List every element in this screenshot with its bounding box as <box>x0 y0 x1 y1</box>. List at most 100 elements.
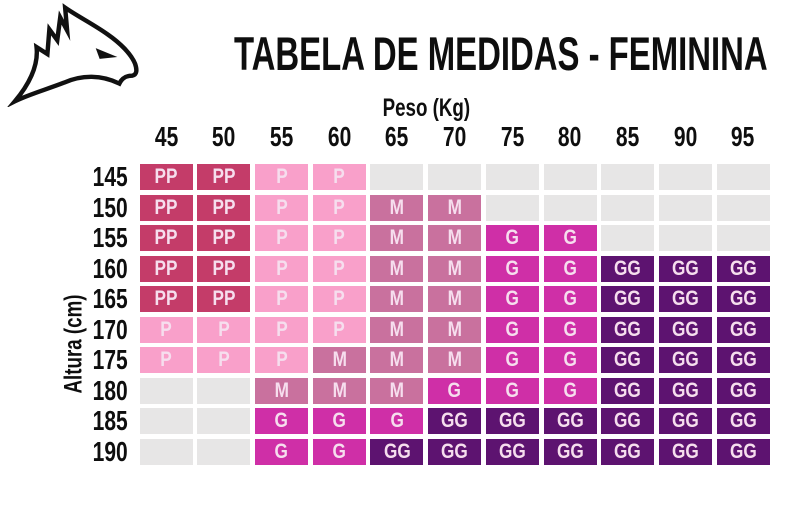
empty-cell <box>658 164 712 190</box>
size-cell-text: G <box>505 226 520 249</box>
size-cell-gg: GG <box>601 377 655 404</box>
size-cell-text: GG <box>729 256 757 280</box>
weight-column-header: 80 <box>544 121 597 153</box>
weight-column-header: 75 <box>486 121 539 153</box>
size-cell-text: M <box>332 348 347 371</box>
height-row-label-text: 145 <box>92 161 128 192</box>
size-cell-text: G <box>563 317 577 341</box>
size-cell-p: P <box>312 164 366 190</box>
size-cell-pp: PP <box>197 194 251 221</box>
weight-column-header-text: 60 <box>327 121 351 152</box>
size-cell-gg: GG <box>658 347 712 373</box>
size-cell-text: GG <box>671 409 699 432</box>
empty-cell <box>658 194 712 221</box>
size-cell-text: GG <box>498 409 526 432</box>
empty-cell <box>716 225 770 251</box>
size-cell-gg: GG <box>543 408 597 434</box>
size-cell-pp: PP <box>139 286 193 312</box>
size-cell-m: M <box>370 286 424 312</box>
height-row-label-text: 190 <box>92 435 128 467</box>
size-cell-g: G <box>543 225 597 251</box>
size-cell-text: P <box>275 195 288 219</box>
size-cell-text: G <box>563 348 577 371</box>
size-cell-gg: GG <box>370 438 424 465</box>
size-cell-gg: GG <box>716 255 770 282</box>
empty-cell <box>197 408 251 434</box>
weight-column-header-text: 95 <box>731 121 755 152</box>
empty-cell <box>139 438 193 465</box>
size-cell-g: G <box>485 255 539 282</box>
weight-column-header-text: 65 <box>385 121 409 152</box>
size-cell-text: M <box>389 226 405 249</box>
size-cell-text: M <box>447 226 462 249</box>
size-grid: 145 PP PP P P 150 PP PP P P M M 155 PP PP P P M M G G 160 PP PP… <box>81 161 770 467</box>
size-cell-pp: PP <box>197 286 251 312</box>
size-cell-text: G <box>505 256 520 280</box>
weight-column-header: 60 <box>313 121 366 153</box>
size-cell-gg: GG <box>485 438 539 465</box>
size-cell-text: PP <box>212 226 236 249</box>
weight-column-header-text: 90 <box>673 121 698 152</box>
eagle-head-icon <box>6 2 144 109</box>
size-cell-text: GG <box>498 439 526 463</box>
size-cell-p: P <box>139 316 193 343</box>
size-cell-text: GG <box>729 348 757 371</box>
height-row-label-text: 160 <box>92 252 128 284</box>
weight-column-header-text: 55 <box>269 121 294 152</box>
height-row-label: 150 <box>81 193 135 221</box>
size-cell-g: G <box>255 408 309 434</box>
size-cell-gg: GG <box>658 286 712 312</box>
size-cell-text: P <box>275 348 288 371</box>
size-cell-text: GG <box>556 409 584 432</box>
size-cell-text: G <box>563 378 577 402</box>
size-cell-gg: GG <box>658 438 712 465</box>
weight-header-row: 45 50 55 60 65 70 75 80 85 90 95 <box>81 121 770 153</box>
height-row-label: 160 <box>81 252 135 284</box>
size-cell-gg: GG <box>428 408 482 434</box>
size-cell-m: M <box>312 377 366 404</box>
size-cell-text: P <box>275 165 288 188</box>
size-cell-m: M <box>370 225 424 251</box>
size-cell-text: GG <box>671 348 699 371</box>
size-cell-text: G <box>332 409 346 432</box>
height-row-label-text: 180 <box>92 374 128 406</box>
size-cell-text: M <box>447 348 462 371</box>
size-cell-gg: GG <box>601 438 655 465</box>
size-cell-m: M <box>370 347 424 373</box>
size-cell-g: G <box>485 377 539 404</box>
size-cell-text: M <box>389 348 405 371</box>
empty-cell <box>139 408 193 434</box>
size-cell-text: G <box>505 378 520 402</box>
size-cell-text: PP <box>212 165 236 188</box>
size-cell-text: GG <box>614 256 642 280</box>
size-cell-p: P <box>255 316 309 343</box>
size-cell-m: M <box>428 194 482 221</box>
size-cell-text: P <box>333 256 345 280</box>
size-cell-text: G <box>274 439 289 463</box>
size-cell-text: GG <box>671 317 699 341</box>
size-cell-text: GG <box>614 287 642 310</box>
weight-column-header: 70 <box>428 121 481 153</box>
size-cell-g: G <box>485 316 539 343</box>
height-row-label-text: 170 <box>92 313 128 345</box>
size-cell-g: G <box>428 377 482 404</box>
size-cell-gg: GG <box>601 408 655 434</box>
size-cell-text: G <box>563 226 577 249</box>
size-cell-m: M <box>255 377 309 404</box>
size-cell-p: P <box>255 347 309 373</box>
empty-cell <box>485 164 539 190</box>
size-cell-text: PP <box>154 256 178 280</box>
weight-column-header: 65 <box>370 121 423 153</box>
size-cell-m: M <box>370 255 424 282</box>
size-cell-text: M <box>447 287 462 310</box>
size-cell-text: P <box>160 348 172 371</box>
size-cell-text: GG <box>671 378 699 402</box>
size-cell-m: M <box>428 316 482 343</box>
size-cell-text: GG <box>729 439 757 463</box>
size-cell-text: G <box>505 348 520 371</box>
size-cell-m: M <box>428 255 482 282</box>
size-cell-text: P <box>333 165 345 188</box>
size-cell-gg: GG <box>716 438 770 465</box>
size-cell-g: G <box>543 255 597 282</box>
